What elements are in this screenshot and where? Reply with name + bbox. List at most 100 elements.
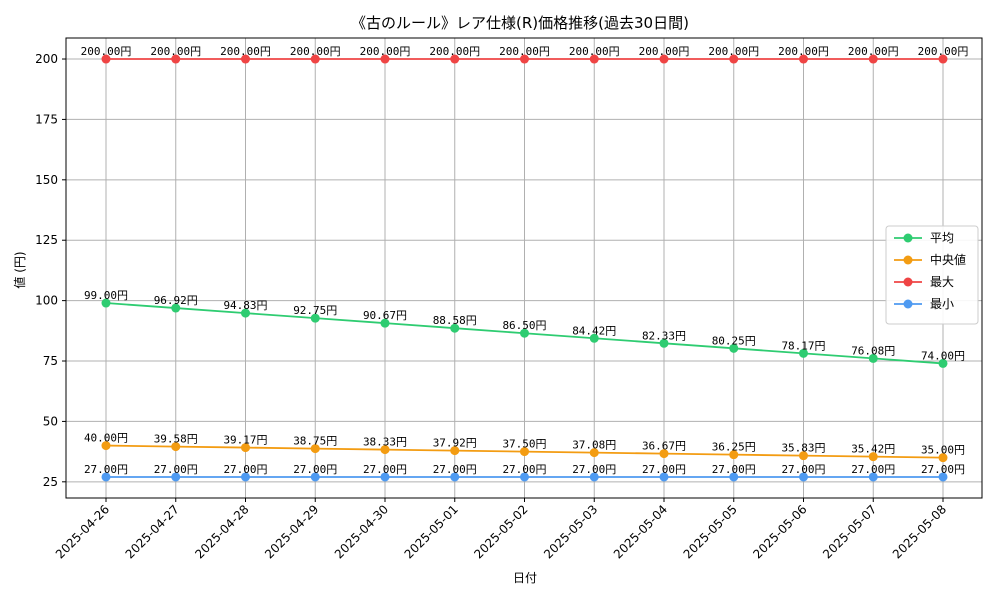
legend-label: 平均: [930, 231, 954, 245]
data-label: 200.00円: [848, 45, 899, 58]
data-label: 94.83円: [223, 299, 267, 312]
data-point: [241, 308, 250, 318]
data-point: [729, 450, 739, 460]
data-point: [868, 54, 878, 64]
data-point: [659, 338, 669, 348]
data-label: 27.00円: [572, 463, 616, 476]
data-label: 88.58円: [433, 314, 477, 327]
data-label: 200.00円: [150, 45, 201, 58]
data-label: 84.42円: [572, 324, 616, 337]
data-point: [589, 448, 599, 458]
data-label: 92.75円: [293, 304, 337, 317]
data-point: [938, 54, 948, 64]
data-point: [450, 472, 460, 482]
data-point: [171, 54, 181, 64]
x-tick-label: 2025-04-29: [262, 502, 321, 561]
chart-title: 《古のルール》レア仕様(R)価格推移(過去30日間): [351, 14, 689, 32]
data-point: [659, 449, 669, 459]
data-point: [868, 452, 878, 462]
legend-box: [885, 225, 979, 325]
data-label: 200.00円: [639, 45, 690, 58]
data-point: [171, 303, 181, 313]
legend-label: 中央値: [930, 252, 966, 267]
y-tick-label: 100: [35, 294, 58, 308]
data-point: [450, 446, 460, 456]
y-tick-label: 125: [35, 233, 58, 247]
data-point: [729, 472, 739, 482]
data-label: 35.83円: [781, 442, 825, 455]
data-label: 35.42円: [851, 443, 895, 456]
data-label: 200.00円: [778, 45, 829, 58]
data-labels: 99.00円 96.92円 94.83円 92.75円 90.67円 88.58円 86.5…: [81, 45, 969, 476]
legend-label: 最大: [930, 275, 954, 289]
data-label: 27.00円: [84, 463, 128, 476]
x-tick-label: 2025-05-05: [681, 502, 740, 561]
data-point: [799, 472, 808, 482]
data-point: [799, 54, 808, 64]
data-point: [310, 313, 320, 323]
data-point: [520, 472, 529, 482]
data-point: [171, 472, 181, 482]
x-tick-label: 2025-05-08: [890, 502, 949, 561]
data-label: 27.00円: [154, 463, 198, 476]
data-point: [520, 328, 529, 338]
x-tick-label: 2025-05-06: [750, 502, 809, 561]
x-tick-label: 2025-05-03: [541, 502, 600, 561]
data-label: 36.67円: [642, 440, 686, 453]
data-label: 200.00円: [499, 45, 550, 58]
data-label: 96.92円: [154, 294, 198, 307]
data-label: 39.17円: [223, 434, 267, 447]
series-lines: [101, 54, 948, 482]
legend-marker: [903, 255, 913, 265]
y-tick-label: 200: [35, 52, 58, 66]
data-point: [868, 472, 878, 482]
data-label: 27.00円: [851, 463, 895, 476]
data-point: [729, 54, 739, 64]
data-label: 78.17円: [781, 339, 825, 352]
x-tick-label: 2025-04-30: [332, 502, 391, 561]
data-point: [729, 343, 739, 353]
data-label: 27.00円: [712, 463, 756, 476]
data-point: [380, 472, 390, 482]
x-axis-label: 日付: [513, 571, 537, 585]
data-point: [589, 472, 599, 482]
y-tick-label: 75: [43, 354, 58, 368]
data-point: [659, 54, 669, 64]
data-label: 200.00円: [220, 45, 271, 58]
data-label: 200.00円: [708, 45, 759, 58]
data-point: [380, 445, 390, 455]
data-point: [868, 353, 878, 363]
data-label: 37.08円: [572, 439, 616, 452]
x-tick-label: 2025-05-02: [471, 502, 530, 561]
x-tick-label: 2025-04-28: [192, 502, 251, 561]
data-point: [589, 54, 599, 64]
x-tick-label: 2025-04-26: [53, 502, 112, 561]
data-point: [589, 333, 599, 343]
data-label: 27.00円: [363, 463, 407, 476]
data-label: 74.00円: [921, 349, 965, 362]
y-tick-label: 150: [35, 173, 58, 187]
data-label: 80.25円: [712, 334, 756, 347]
data-label: 27.00円: [223, 463, 267, 476]
x-tick-label: 2025-04-27: [123, 502, 182, 561]
y-tick-label: 175: [35, 112, 58, 126]
data-point: [241, 54, 250, 64]
data-point: [450, 54, 460, 64]
data-label: 200.00円: [918, 45, 969, 58]
data-point: [380, 54, 390, 64]
data-point: [241, 443, 250, 453]
y-axis-label: 値 (円): [12, 251, 27, 288]
data-point: [310, 54, 320, 64]
data-label: 36.25円: [712, 441, 756, 454]
data-label: 27.00円: [293, 463, 337, 476]
data-point: [171, 442, 181, 452]
data-label: 200.00円: [81, 45, 132, 58]
x-tick-label: 2025-05-04: [611, 502, 670, 561]
legend-label: 最小: [930, 297, 954, 311]
data-point: [659, 472, 669, 482]
y-tick-label: 25: [43, 475, 58, 489]
data-label: 200.00円: [290, 45, 341, 58]
data-label: 99.00円: [84, 289, 128, 302]
data-label: 39.58円: [154, 433, 198, 446]
data-label: 37.50円: [502, 438, 546, 451]
